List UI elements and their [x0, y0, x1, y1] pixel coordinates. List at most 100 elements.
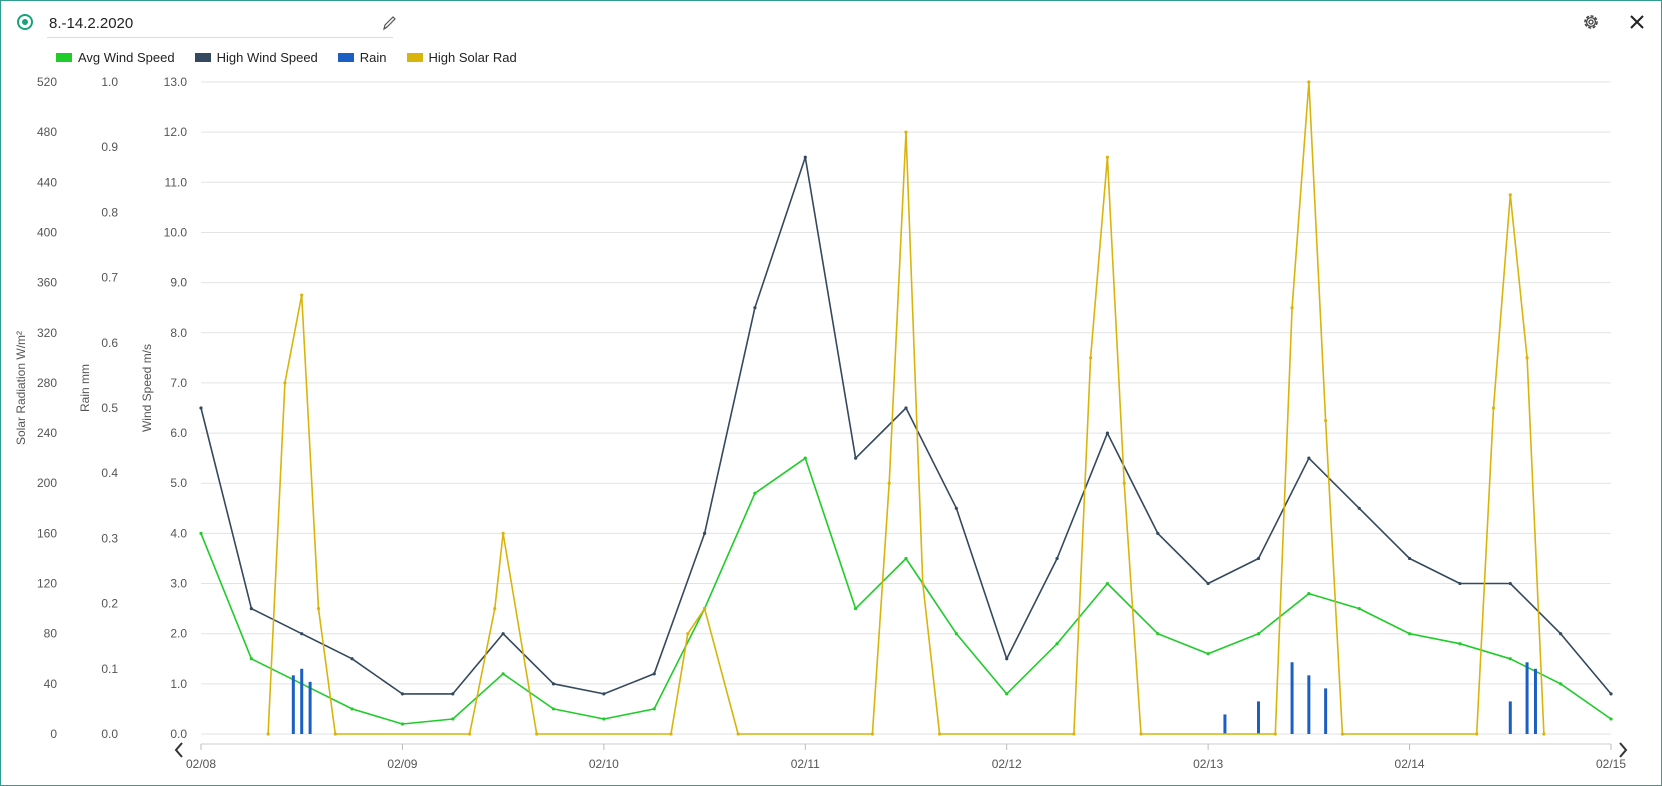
y-tick-label: 2.0 — [170, 627, 187, 641]
point-high-wind-speed — [199, 406, 203, 410]
y-tick-label: 400 — [37, 225, 57, 239]
legend-swatch — [194, 52, 211, 62]
point-avg-wind-speed — [199, 531, 203, 535]
close-icon[interactable] — [1627, 12, 1647, 32]
x-tick-label: 02/08 — [186, 757, 216, 771]
legend-swatch — [56, 52, 72, 62]
point-high-wind-speed — [753, 306, 757, 310]
legend-label: High Wind Speed — [216, 49, 318, 65]
header: 8.-14.2.2020 — [1, 1, 1661, 45]
y-tick-label: 3.0 — [170, 577, 187, 591]
x-tick-label: 02/15 — [1596, 757, 1626, 771]
point-avg-wind-speed — [803, 456, 807, 460]
gear-icon[interactable] — [1581, 12, 1601, 32]
point-avg-wind-speed — [1105, 581, 1110, 586]
point-avg-wind-speed — [602, 717, 606, 721]
y-tick-label: 8.0 — [170, 326, 187, 340]
point-avg-wind-speed — [1055, 642, 1059, 646]
y-tick-label: 12.0 — [164, 125, 188, 139]
chevron-right-icon[interactable] — [1615, 739, 1631, 761]
point-high-solar-rad — [702, 607, 707, 611]
record-icon[interactable] — [17, 14, 33, 30]
legend-item-avg-wind-speed[interactable]: Avg Wind Speed — [56, 48, 175, 66]
page-title: 8.-14.2.2020 — [49, 15, 134, 32]
point-avg-wind-speed — [1256, 632, 1261, 636]
point-high-wind-speed — [1609, 692, 1613, 696]
point-high-wind-speed — [1005, 657, 1009, 661]
point-high-solar-rad — [1525, 356, 1529, 360]
point-high-wind-speed — [1407, 556, 1412, 561]
y-tick-label: 0.8 — [101, 205, 118, 219]
point-high-solar-rad — [1089, 356, 1093, 360]
y-tick-label: 480 — [37, 125, 57, 139]
y-tick-label: 0.2 — [101, 597, 118, 611]
point-high-solar-rad — [686, 632, 690, 636]
point-high-solar-rad — [669, 732, 673, 736]
point-high-solar-rad — [316, 607, 321, 611]
legend-label: Rain — [359, 49, 387, 65]
y-tick-label: 520 — [37, 75, 57, 89]
rain-bar — [300, 668, 304, 734]
point-high-solar-rad — [1273, 732, 1277, 736]
y-tick-label: 0.1 — [101, 662, 118, 676]
y-tick-label: 5.0 — [170, 476, 187, 490]
point-high-solar-rad — [1508, 193, 1512, 197]
y-tick-label: 10.0 — [164, 225, 188, 239]
point-avg-wind-speed — [551, 707, 556, 711]
point-high-wind-speed — [702, 531, 707, 535]
point-high-wind-speed — [954, 506, 958, 510]
point-high-solar-rad — [493, 607, 497, 611]
point-high-wind-speed — [400, 692, 405, 696]
point-avg-wind-speed — [904, 556, 908, 561]
point-high-solar-rad — [937, 732, 942, 736]
y-tick-label: 0.6 — [101, 336, 118, 350]
y-tick-label: 440 — [37, 175, 57, 189]
point-high-wind-speed — [551, 682, 556, 686]
point-high-solar-rad — [535, 732, 539, 736]
point-avg-wind-speed — [1609, 717, 1613, 721]
rain-bar — [1324, 688, 1328, 734]
y-tick-label: 4.0 — [170, 526, 187, 540]
chevron-left-icon[interactable] — [171, 739, 187, 761]
y-axis-title: Wind Speed m/s — [140, 344, 154, 432]
rain-bar — [1223, 714, 1227, 734]
y-tick-label: 320 — [37, 326, 57, 340]
point-high-solar-rad — [266, 732, 270, 736]
point-avg-wind-speed — [451, 717, 455, 721]
point-high-wind-speed — [451, 692, 455, 696]
point-high-wind-speed — [300, 632, 304, 636]
rain-bar — [1525, 662, 1529, 734]
title-field[interactable]: 8.-14.2.2020 — [47, 11, 393, 38]
point-high-wind-speed — [1508, 581, 1512, 586]
y-tick-label: 120 — [37, 577, 57, 591]
point-avg-wind-speed — [1307, 591, 1311, 596]
legend-item-high-solar-rad[interactable]: High Solar Rad — [406, 48, 517, 66]
y-tick-label: 40 — [44, 677, 58, 691]
legend-label: Avg Wind Speed — [78, 49, 175, 65]
point-high-wind-speed — [803, 155, 807, 159]
y-axis-title: Solar Radiation W/m² — [14, 331, 28, 445]
point-high-solar-rad — [1139, 732, 1143, 736]
legend-item-high-wind-speed[interactable]: High Wind Speed — [194, 48, 318, 66]
legend-swatch — [337, 52, 354, 62]
y-tick-label: 0 — [50, 727, 57, 741]
point-avg-wind-speed — [1357, 607, 1361, 611]
series-line-high-wind-speed — [200, 156, 1612, 695]
point-high-solar-rad — [736, 732, 740, 736]
x-tick-label: 02/11 — [791, 757, 820, 771]
x-tick-label: 02/09 — [387, 757, 417, 771]
point-high-solar-rad — [1072, 732, 1076, 736]
y-tick-label: 0.5 — [101, 401, 118, 415]
point-high-wind-speed — [1206, 581, 1210, 586]
legend-item-rain[interactable]: Rain — [337, 48, 387, 66]
y-tick-label: 0.4 — [101, 466, 118, 480]
point-high-wind-speed — [652, 672, 656, 676]
y-tick-label: 1.0 — [101, 75, 118, 89]
point-high-wind-speed — [904, 406, 908, 410]
point-high-solar-rad — [1105, 155, 1110, 159]
y-tick-label: 1.0 — [170, 677, 187, 691]
point-high-wind-speed — [854, 456, 858, 460]
pencil-icon[interactable] — [380, 14, 398, 32]
point-high-solar-rad — [904, 130, 908, 134]
x-tick-label: 02/12 — [992, 757, 1022, 771]
